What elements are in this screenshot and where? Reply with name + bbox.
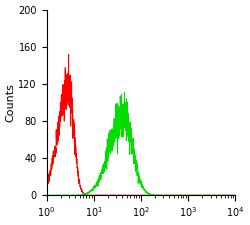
Y-axis label: Counts: Counts [6,83,16,122]
